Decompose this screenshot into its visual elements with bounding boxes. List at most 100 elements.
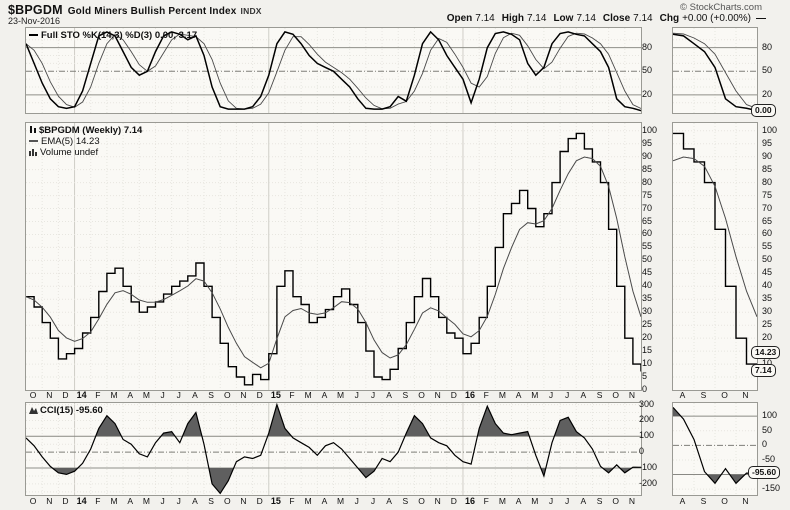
x-axis-label: F [483,390,489,400]
price-main-plot [25,122,642,391]
cci-right-ytick-label: -150 [762,483,781,494]
price-ytick-label: 45 [642,267,653,278]
x-axis-label: J [565,390,570,400]
price-ytick-label: 60 [642,228,653,239]
price-ytick-label: 90 [642,150,653,161]
x-axis-label: J [176,390,181,400]
cci-mountain-icon [29,407,38,414]
price-ytick-label: 15 [642,345,653,356]
price-legend-volume: Volume undef [40,147,99,158]
close-value-box: 7.14 [751,364,776,378]
price-right-ytick-label: 70 [762,202,773,213]
inset-x-axis-label: O [721,390,728,400]
x-axis-label: A [192,496,198,506]
x-axis-label: N [240,496,247,506]
price-ytick-label: 65 [642,215,653,226]
chart-date: 23-Nov-2016 [8,16,61,26]
price-legend-symbol: $BPGDM (Weekly) 7.14 [39,125,143,136]
cci-inset-plot [672,402,758,496]
x-axis-label: S [402,390,409,400]
inset-x-axis-label: A [679,390,686,400]
quote-value: 7.14 [526,13,547,24]
x-axis-label: O [29,390,37,400]
price-legend-ema-row: EMA(5) 14.23 [29,136,100,147]
quote-label: Close [602,13,631,24]
x-axis-label: A [192,390,198,400]
sto-inset-plot [672,27,758,114]
price-ytick-label: 25 [642,319,653,330]
sto-legend: Full STO %K(14,3) %D(3) 0.00, 3.17 [29,30,197,41]
cci-right-ytick-label: 50 [762,424,773,435]
price-ytick-label: 75 [642,189,653,200]
quote-label: Chg [659,13,680,24]
x-axis-label: 14 [76,496,87,506]
x-axis-label: J [160,496,165,506]
cci-ytick-label: 200 [639,414,655,425]
x-axis-label: D [450,390,457,400]
x-axis-label: A [321,496,328,506]
x-axis-label: S [596,496,603,506]
price-right-ytick-label: 40 [762,280,773,291]
price-right-ytick-label: 30 [762,306,773,317]
quote-label: Low [553,13,574,24]
x-axis-label: A [515,390,522,400]
x-axis-label: D [62,390,69,400]
quote-value: 7.14 [633,13,653,24]
sto-ytick-label: 80 [642,41,653,52]
x-axis-label: S [596,390,603,400]
inset-x-axis-label: N [742,390,749,400]
cci-right-ytick-label: -50 [762,453,776,464]
index-name: Gold Miners Bullish Percent Index [67,6,237,17]
price-right-ytick-label: 95 [762,137,773,148]
price-right-ytick-label: 10 [762,358,773,369]
price-ytick-label: 70 [642,202,653,213]
quote-label: Open [446,13,473,24]
x-axis-label: M [304,496,312,506]
cci-right-ytick-label: 100 [762,410,778,421]
x-axis-label: N [628,390,635,400]
x-axis-label: N [434,496,441,506]
x-axis-label: 14 [76,390,87,400]
price-right-ytick-label: 100 [762,124,778,135]
price-ytick-label: 5 [642,371,648,382]
quote-value: 7.14 [475,13,495,24]
price-ytick-label: 40 [642,280,653,291]
ema-line-swatch-icon [29,140,38,142]
x-axis-label: A [515,496,522,506]
x-axis-label: A [127,390,134,400]
x-axis-label: N [46,390,53,400]
x-axis-label: S [208,390,214,400]
x-axis-label: D [256,390,263,400]
x-axis-label: J [354,496,359,506]
x-axis-label: N [240,390,247,400]
cci-right-ytick-label: 0 [762,439,768,450]
price-right-ytick-label: 45 [762,267,773,278]
ema-value-box: 14.23 [751,346,781,360]
price-right-ytick-label: 60 [762,228,773,239]
inset-x-axis-label: S [700,390,707,400]
quote-line: Open 7.14 High 7.14 Low 7.14 Close 7.14 Chg +0.00… [440,13,766,24]
sto-main-plot [25,27,642,114]
x-axis-label: O [418,390,425,400]
cci-main-plot [25,402,642,496]
x-axis-label: M [337,496,345,506]
cci-ytick-label: 0 [639,446,645,457]
price-legend-ema: EMA(5) 14.23 [41,136,100,147]
price-ytick-label: 50 [642,254,653,265]
sto-right-ytick-label: 20 [762,88,773,99]
price-right-ytick-label: 80 [762,176,773,187]
price-ytick-label: 0 [642,384,648,394]
price-right-ytick-label: 35 [762,293,773,304]
inset-x-axis-label: S [700,496,707,506]
price-right-ytick-label: 25 [762,319,773,330]
x-axis-label: J [160,390,165,400]
x-axis-label: 16 [465,496,476,506]
x-axis-label: D [62,496,69,506]
x-axis-label: M [110,390,118,400]
x-axis-label: A [127,496,134,506]
cci-ytick-label: -100 [639,462,658,473]
close-marker-dash: — [756,13,766,24]
price-ytick-label: 55 [642,241,653,252]
copyright: © StockCharts.com [680,2,762,13]
